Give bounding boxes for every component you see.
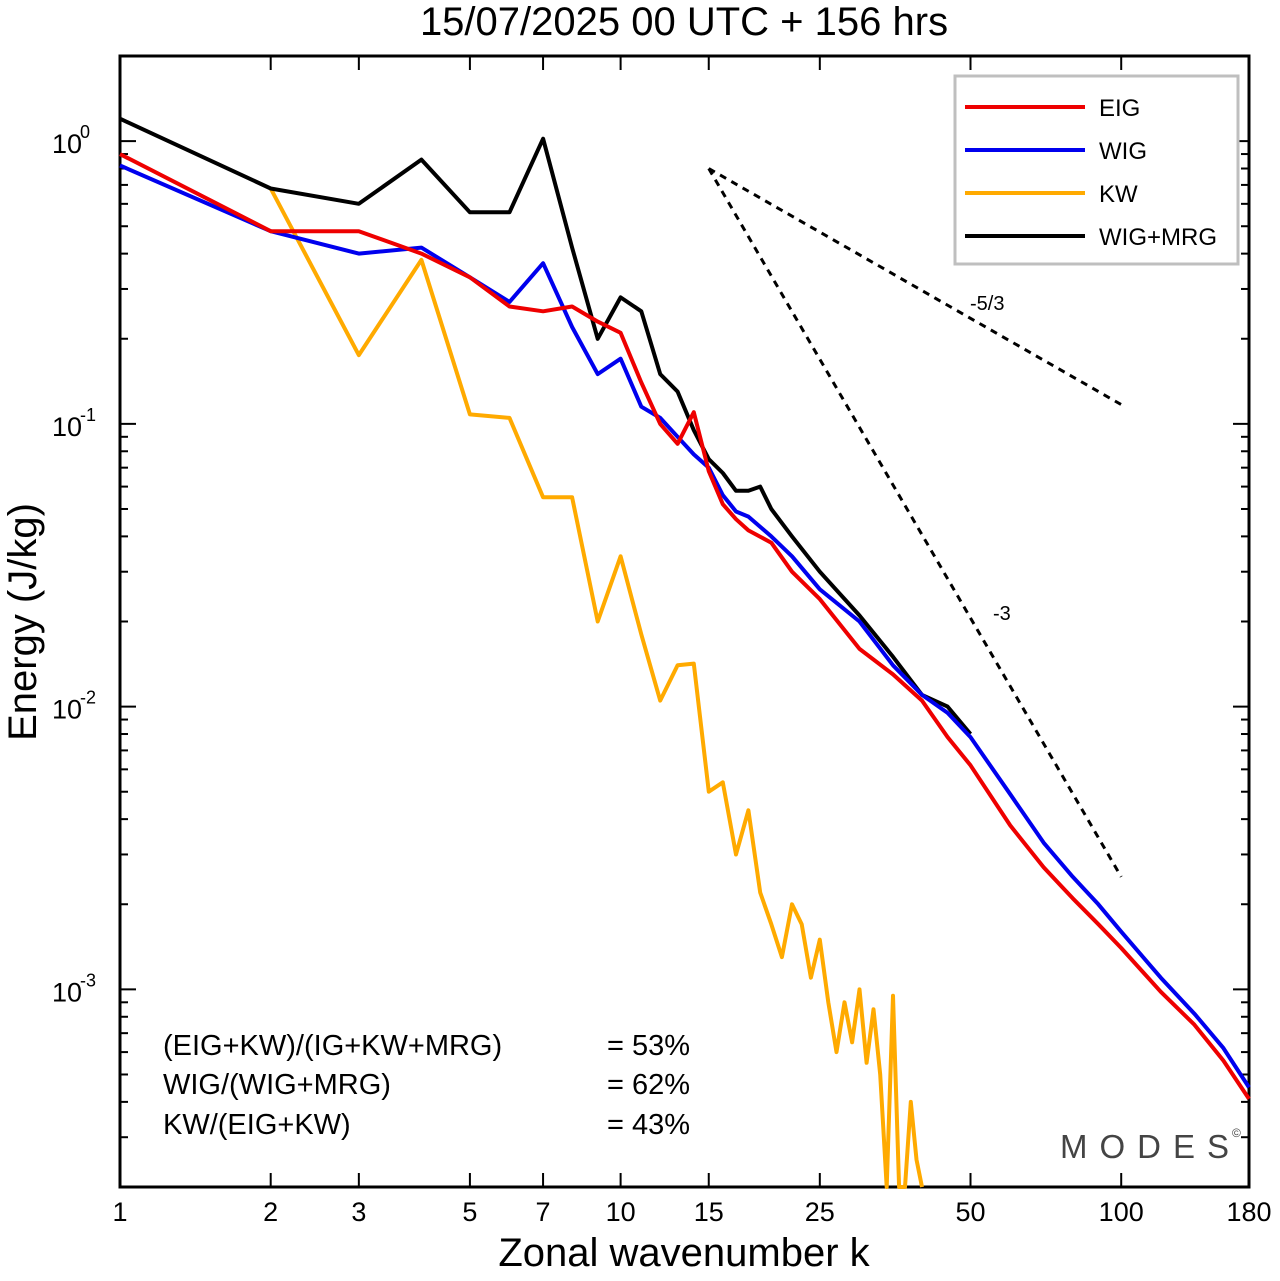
series-line-wig	[119, 163, 1251, 1089]
x-tick-label-3: 5	[462, 1197, 477, 1227]
legend: EIG WIG KW WIG+MRG	[953, 74, 1240, 266]
legend-label-3: WIG+MRG	[1099, 224, 1217, 251]
y-tick-exponent-3: -3	[80, 970, 96, 990]
annotation-label-1: WIG/(WIG+MRG)	[163, 1069, 391, 1101]
x-tick-label-10: 180	[1226, 1197, 1271, 1227]
x-tick-label-6: 15	[694, 1197, 724, 1227]
y-axis-title: Energy (J/kg)	[1, 503, 45, 741]
annotation-value-1: = 62%	[607, 1069, 690, 1101]
modes-brand-logo: MODES	[1060, 1128, 1241, 1165]
annotation-value-2: = 43%	[607, 1109, 690, 1141]
series-line-eig	[119, 152, 1251, 1101]
series-line-wig-mrg	[119, 116, 973, 736]
chart-title: 15/07/2025 00 UTC + 156 hrs	[420, 0, 948, 44]
annotation-label-2: KW/(EIG+KW)	[163, 1109, 351, 1141]
copyright-mark: ©	[1232, 1126, 1241, 1140]
y-tick-exponent-1: -1	[80, 405, 96, 425]
annotation-value-0: = 53%	[607, 1030, 690, 1062]
y-tick-label-1: 10	[52, 412, 82, 442]
slope-label-1: -3	[993, 603, 1011, 625]
ratio-annotations: (EIG+KW)/(IG+KW+MRG) = 53% WIG/(WIG+MRG)…	[163, 1030, 690, 1141]
slope-label-0: -5/3	[970, 293, 1004, 315]
y-tick-label-3: 10	[52, 977, 82, 1007]
annotation-label-0: (EIG+KW)/(IG+KW+MRG)	[163, 1030, 502, 1062]
legend-items: EIG WIG KW WIG+MRG	[965, 95, 1217, 251]
y-tick-exponent-2: -2	[80, 688, 96, 708]
x-tick-label-7: 25	[805, 1197, 835, 1227]
x-tick-label-8: 50	[955, 1197, 985, 1227]
x-tick-label-4: 7	[536, 1197, 551, 1227]
x-tick-label-2: 3	[351, 1197, 366, 1227]
x-tick-label-1: 2	[263, 1197, 278, 1227]
x-tick-label-0: 1	[112, 1197, 127, 1227]
series-line-kw	[268, 187, 924, 1189]
legend-label-0: EIG	[1099, 95, 1140, 122]
legend-label-1: WIG	[1099, 138, 1147, 165]
legend-label-2: KW	[1099, 181, 1138, 208]
reference-slopes: -5/3 -3	[707, 167, 1123, 878]
x-axis-title: Zonal wavenumber k	[498, 1231, 870, 1275]
x-tick-label-9: 100	[1099, 1197, 1144, 1227]
x-tick-label-5: 10	[606, 1197, 636, 1227]
slope-line-0	[708, 167, 1122, 406]
y-tick-exponent-0: 0	[80, 122, 90, 142]
y-tick-label-2: 10	[52, 695, 82, 725]
slope-line-1	[707, 167, 1123, 878]
series-lines	[119, 116, 1251, 1189]
y-tick-label-0: 10	[52, 129, 82, 159]
